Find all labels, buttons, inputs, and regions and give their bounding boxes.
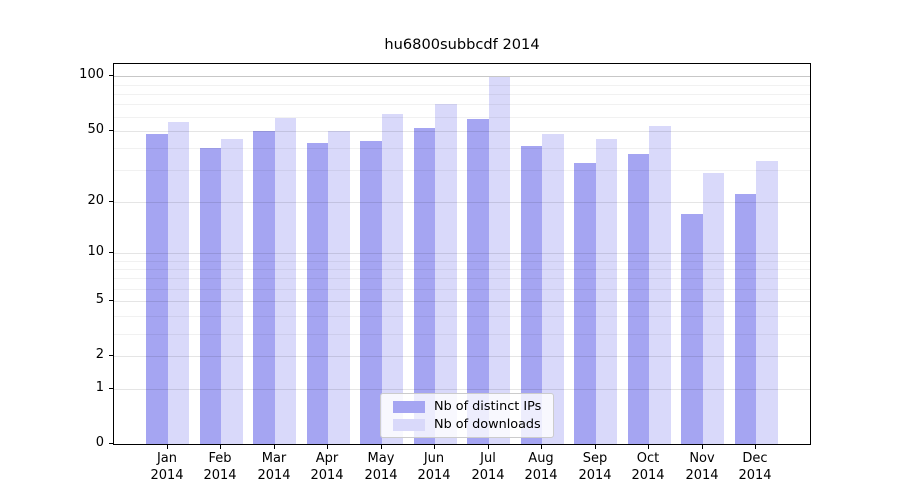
bar [756,160,778,444]
x-tick [702,445,703,449]
bar [702,173,725,444]
gridline-minor [114,333,810,335]
x-tick [541,445,542,449]
y-tick-label: 10 [87,244,104,259]
bar [734,194,757,444]
bar [146,134,168,444]
y-tick [109,355,113,356]
bar [199,148,222,444]
y-tick-label: 20 [87,193,104,208]
y-tick-label: 50 [87,122,104,137]
gridline-major [114,356,810,358]
bar [274,117,297,444]
gridline-major [114,301,810,303]
bar [328,130,350,444]
y-tick [109,443,113,444]
x-tick [434,445,435,449]
bar [467,119,489,444]
bar [520,146,543,444]
x-tick-label: Apr 2014 [310,451,344,483]
bar [381,114,404,444]
bar [306,142,329,444]
x-tick-label: Nov 2014 [685,451,719,483]
legend-swatch-distinct-ips [393,400,425,413]
legend-item-distinct-ips: Nb of distinct IPs [393,399,541,414]
x-tick-label: May 2014 [364,451,398,483]
gridline-major [114,388,810,390]
bar [167,121,190,444]
gridline-minor [114,148,810,150]
legend-swatch-downloads [393,418,425,431]
gridline-minor [114,84,810,86]
gridline-minor [114,93,810,95]
x-tick [274,445,275,449]
x-tick [488,445,489,449]
gridline-major [114,130,810,132]
y-tick-label: 100 [79,67,104,82]
x-tick-label: Feb 2014 [203,451,237,483]
x-tick-label: Jan 2014 [150,451,184,483]
gridlines-layer [114,64,810,444]
gridline-minor [114,268,810,270]
legend-label-distinct-ips: Nb of distinct IPs [434,399,542,414]
x-tick-label: Aug 2014 [524,451,558,483]
bar [574,163,596,444]
gridline-major [114,76,810,78]
y-tick [109,75,113,76]
y-tick-label: 1 [95,380,104,395]
bar [681,213,703,444]
x-tick [220,445,221,449]
gridline-minor [114,104,810,106]
gridline-minor [114,260,810,262]
bar [542,134,564,444]
bar [627,154,650,444]
y-tick-label: 5 [95,292,104,307]
x-tick [755,445,756,449]
y-tick [109,201,113,202]
plot-area [113,63,811,445]
y-tick-label: 0 [95,435,104,450]
gridline-minor [114,170,810,172]
gridline-major [114,201,810,203]
x-tick [595,445,596,449]
bar [413,127,436,444]
x-tick [648,445,649,449]
y-tick [109,388,113,389]
legend-label-downloads: Nb of downloads [434,417,541,432]
legend: Nb of distinct IPs Nb of downloads [380,393,555,438]
x-tick-label: Jun 2014 [417,451,451,483]
x-tick-label: Oct 2014 [631,451,665,483]
x-tick-label: Dec 2014 [738,451,772,483]
x-tick-label: Sep 2014 [578,451,612,483]
x-tick [327,445,328,449]
gridline-major [114,253,810,254]
gridline-minor [114,315,810,317]
bars-layer [114,64,810,444]
chart-title: hu6800subbcdf 2014 [384,36,540,53]
bar [360,140,382,444]
bar [435,104,457,444]
x-tick-label: Mar 2014 [257,451,291,483]
y-tick [109,252,113,253]
bar [595,139,618,444]
x-tick-label: Jul 2014 [471,451,505,483]
bar [221,139,243,444]
bar [488,77,511,444]
y-tick [109,300,113,301]
gridline-minor [114,116,810,118]
y-tick [109,130,113,131]
y-tick-label: 2 [95,347,104,362]
bar [253,130,275,444]
gridline-minor [114,278,810,280]
x-tick [167,445,168,449]
bar [649,126,671,444]
legend-item-downloads: Nb of downloads [393,417,541,432]
gridline-minor [114,289,810,290]
x-tick [381,445,382,449]
